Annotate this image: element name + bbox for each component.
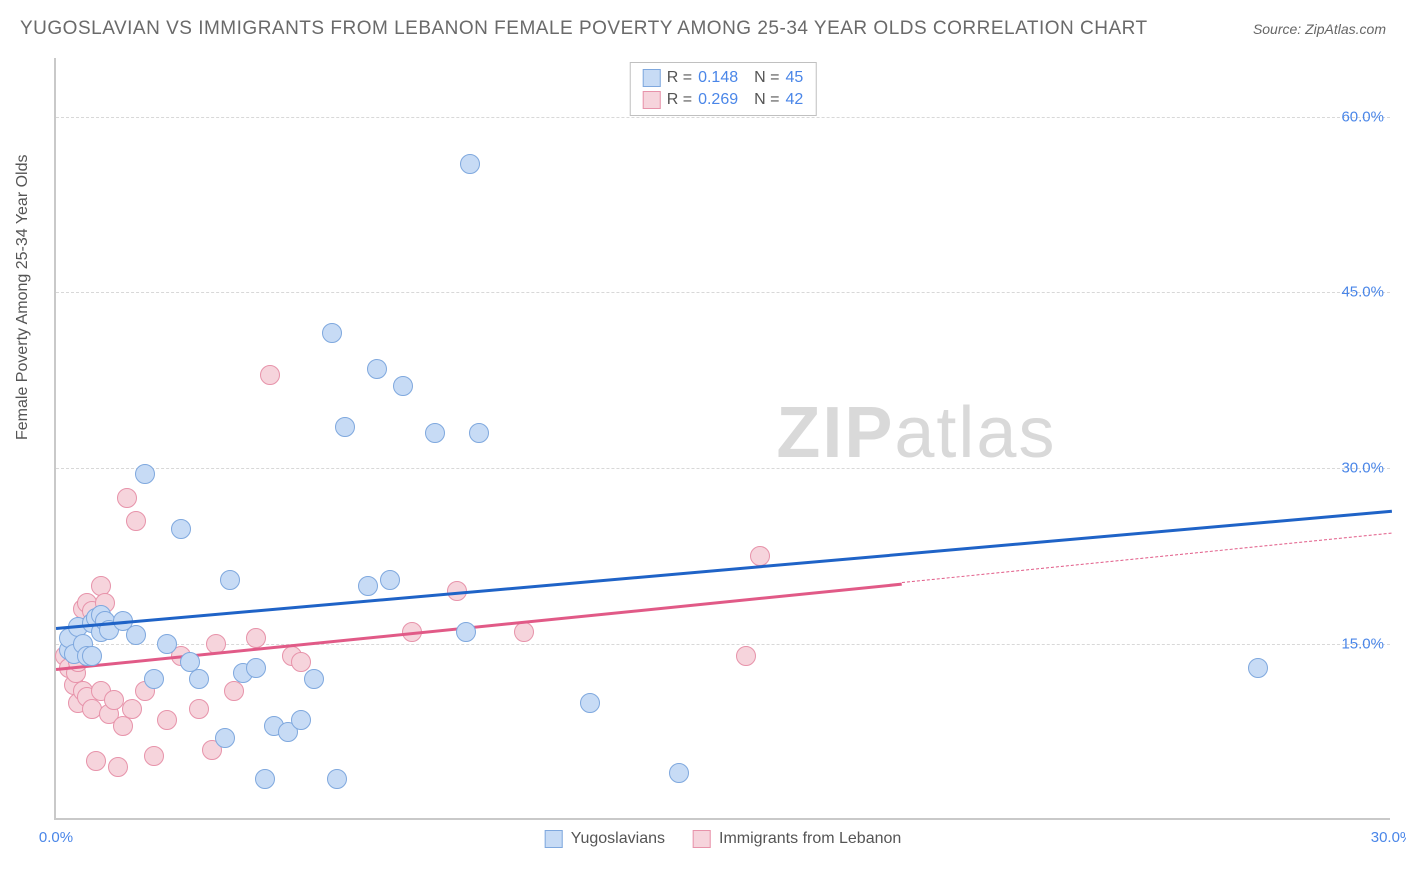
data-point [144,669,164,689]
x-tick-label: 0.0% [39,829,73,846]
data-point [255,769,275,789]
data-point [322,323,342,343]
y-tick-label: 30.0% [1341,460,1384,477]
data-point [580,693,600,713]
data-point [335,417,355,437]
data-point [750,546,770,566]
data-point [113,716,133,736]
trend-line [902,533,1392,583]
legend-item-0: Yugoslavians [545,830,665,848]
data-point [425,423,445,443]
data-point [380,570,400,590]
y-tick-label: 60.0% [1341,108,1384,125]
chart-title: YUGOSLAVIAN VS IMMIGRANTS FROM LEBANON F… [20,18,1148,40]
data-point [736,646,756,666]
data-point [367,359,387,379]
data-point [82,646,102,666]
data-point [189,699,209,719]
source-attribution: Source: ZipAtlas.com [1253,21,1386,37]
data-point [157,634,177,654]
data-point [189,669,209,689]
data-point [358,576,378,596]
data-point [291,652,311,672]
data-point [327,769,347,789]
trend-line [56,509,1392,629]
data-point [108,757,128,777]
swatch-icon [545,830,563,848]
watermark: ZIPatlas [776,392,1056,474]
legend-item-1: Immigrants from Lebanon [693,830,901,848]
data-point [86,751,106,771]
data-point [393,376,413,396]
series-legend: Yugoslavians Immigrants from Lebanon [545,830,902,848]
data-point [460,154,480,174]
legend-row-series-0: R = 0.148 N = 45 [643,67,804,89]
data-point [171,519,191,539]
data-point [246,628,266,648]
data-point [117,488,137,508]
x-tick-label: 30.0% [1371,829,1406,846]
data-point [157,710,177,730]
data-point [215,728,235,748]
data-point [220,570,240,590]
data-point [291,710,311,730]
swatch-series-1 [643,91,661,109]
y-axis-label: Female Poverty Among 25-34 Year Olds [14,155,32,441]
data-point [126,511,146,531]
data-point [469,423,489,443]
data-point [224,681,244,701]
swatch-icon [693,830,711,848]
grid-line [56,117,1390,118]
data-point [260,365,280,385]
data-point [246,658,266,678]
legend-row-series-1: R = 0.269 N = 42 [643,89,804,111]
data-point [456,622,476,642]
data-point [1248,658,1268,678]
data-point [669,763,689,783]
grid-line [56,468,1390,469]
data-point [514,622,534,642]
correlation-legend: R = 0.148 N = 45 R = 0.269 N = 42 [630,62,817,116]
data-point [122,699,142,719]
y-tick-label: 45.0% [1341,284,1384,301]
scatter-chart: ZIPatlas R = 0.148 N = 45 R = 0.269 N = … [54,58,1390,820]
data-point [126,625,146,645]
y-tick-label: 15.0% [1341,636,1384,653]
data-point [144,746,164,766]
grid-line [56,292,1390,293]
data-point [304,669,324,689]
chart-header: YUGOSLAVIAN VS IMMIGRANTS FROM LEBANON F… [0,0,1406,48]
data-point [135,464,155,484]
swatch-series-0 [643,69,661,87]
